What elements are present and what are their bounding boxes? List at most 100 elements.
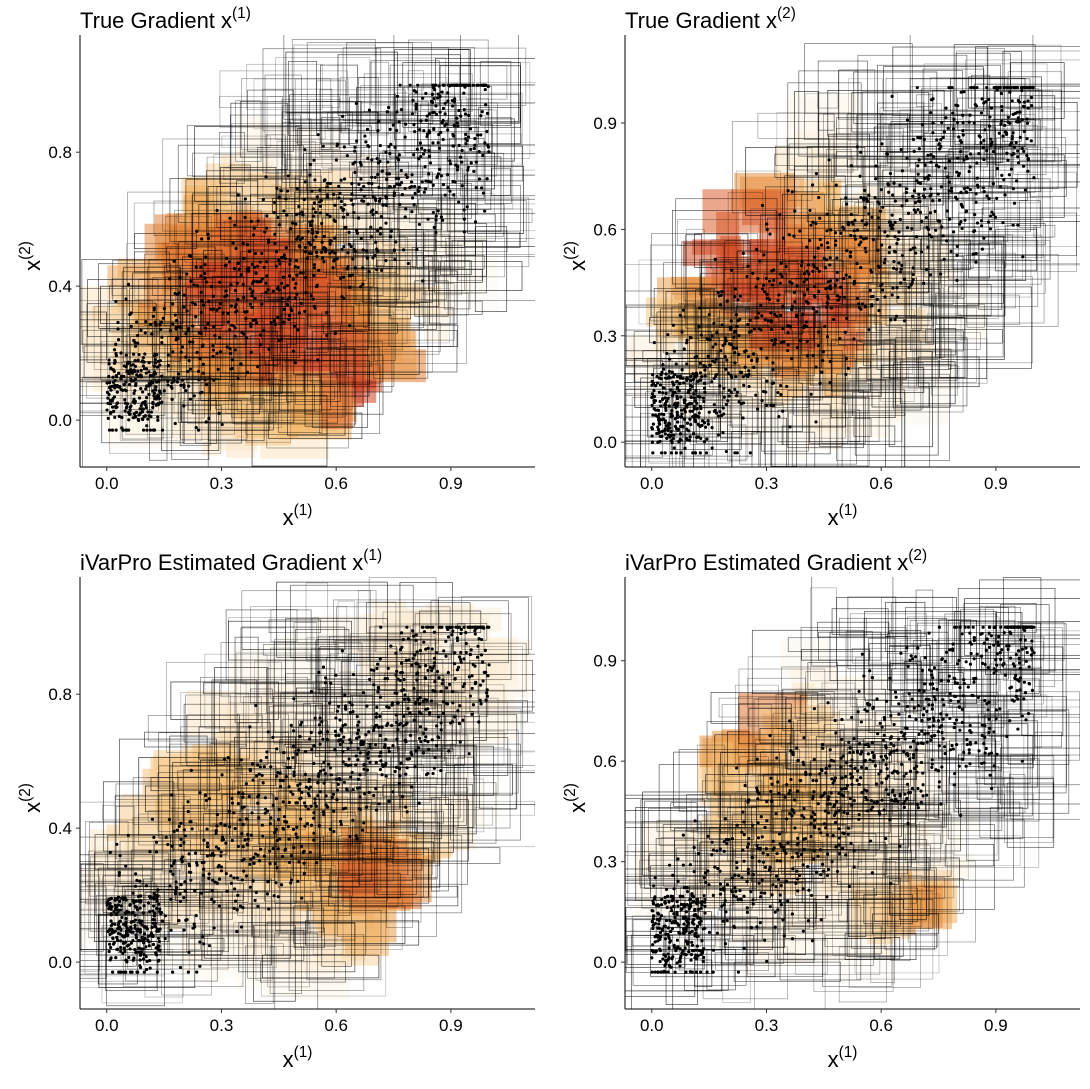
data-point (132, 892, 135, 895)
data-point (471, 687, 474, 690)
data-point (170, 398, 173, 401)
data-point (297, 748, 300, 751)
data-point (939, 272, 942, 275)
data-point (139, 958, 142, 961)
data-point (834, 244, 837, 247)
data-point (245, 817, 248, 820)
data-point (771, 368, 774, 371)
data-point (918, 158, 921, 161)
data-point (229, 352, 232, 355)
data-point (672, 375, 675, 378)
data-point (793, 300, 796, 303)
data-point (726, 300, 729, 303)
data-point (259, 765, 262, 768)
data-point (395, 177, 398, 180)
data-point (450, 633, 453, 636)
data-point (418, 128, 421, 131)
data-point (874, 177, 877, 180)
data-point (119, 351, 122, 354)
data-point (126, 370, 129, 373)
data-point (757, 311, 760, 314)
data-point (708, 411, 711, 414)
data-point (1003, 124, 1006, 127)
data-point (252, 233, 255, 236)
data-point (693, 413, 696, 416)
data-point (931, 199, 934, 202)
data-point (852, 337, 855, 340)
data-point (452, 193, 455, 196)
data-point (478, 150, 481, 153)
data-point (466, 139, 469, 142)
data-point (322, 145, 325, 148)
data-point (449, 162, 452, 165)
data-point (323, 179, 326, 182)
data-point (823, 257, 826, 260)
data-point (968, 165, 971, 168)
data-point (676, 420, 679, 423)
data-point (141, 390, 144, 393)
data-point (250, 834, 253, 837)
data-point (336, 710, 339, 713)
data-point (861, 219, 864, 222)
data-point (813, 256, 816, 259)
data-point (353, 146, 356, 149)
data-point (782, 236, 785, 239)
data-point (674, 425, 677, 428)
data-point (419, 141, 422, 144)
data-point (258, 859, 261, 862)
data-point (424, 179, 427, 182)
data-point (189, 398, 192, 401)
data-point (856, 145, 859, 148)
data-point (772, 279, 775, 282)
data-point (142, 904, 145, 907)
data-point (432, 211, 435, 214)
data-point (718, 294, 721, 297)
data-point (370, 182, 373, 185)
data-point (825, 306, 828, 309)
data-point (137, 353, 140, 356)
data-point (773, 341, 776, 344)
data-point (679, 451, 682, 454)
data-point (183, 294, 186, 297)
data-point (374, 199, 377, 202)
data-point (453, 662, 456, 665)
data-point (440, 215, 443, 218)
data-point (1015, 179, 1018, 182)
data-point (1001, 135, 1004, 138)
data-point (111, 429, 114, 432)
data-point (348, 324, 351, 327)
data-point (875, 164, 878, 167)
data-point (200, 237, 203, 240)
data-point (321, 241, 324, 244)
data-point (297, 266, 300, 269)
data-point (818, 270, 821, 273)
data-point (724, 355, 727, 358)
data-point (294, 361, 297, 364)
data-point (319, 205, 322, 208)
data-point (152, 394, 155, 397)
data-point (206, 827, 209, 830)
data-point (231, 242, 234, 245)
data-point (376, 690, 379, 693)
data-point (802, 326, 805, 329)
data-point (737, 353, 740, 356)
data-point (979, 141, 982, 144)
data-point (116, 391, 119, 394)
data-point (328, 240, 331, 243)
data-point (288, 296, 291, 299)
data-point (423, 165, 426, 168)
data-point (311, 220, 314, 223)
data-point (706, 355, 709, 358)
data-point (243, 216, 246, 219)
data-point (742, 252, 745, 255)
data-point (362, 248, 365, 251)
data-point (404, 207, 407, 210)
data-point (174, 422, 177, 425)
data-point (695, 372, 698, 375)
data-point (768, 232, 771, 235)
data-point (329, 182, 332, 185)
data-point (282, 751, 285, 754)
data-point (864, 305, 867, 308)
data-point (969, 152, 972, 155)
data-point (367, 757, 370, 760)
